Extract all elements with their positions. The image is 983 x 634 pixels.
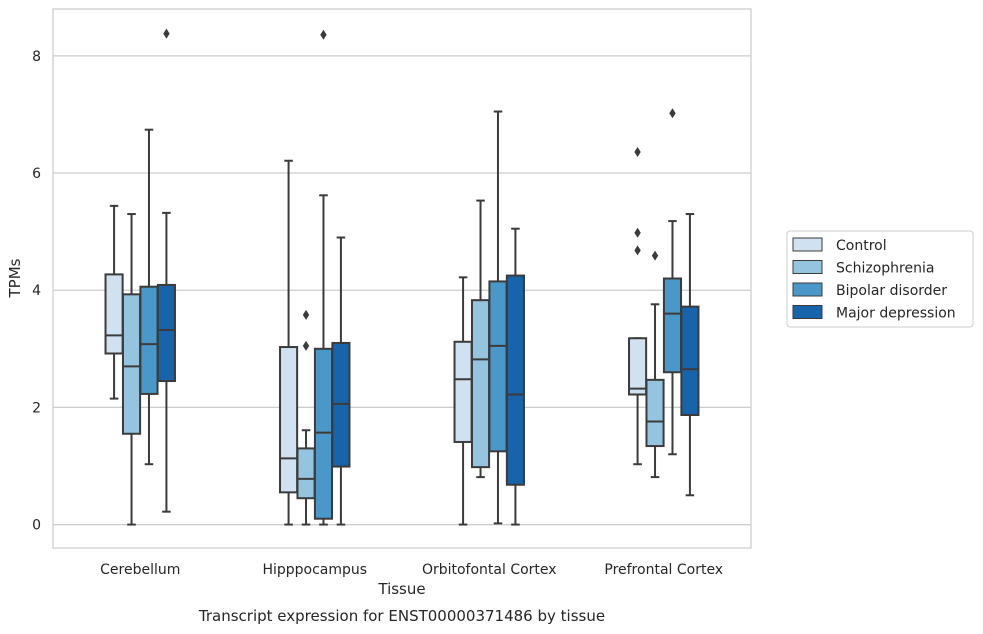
x-tick-label: Orbitofontal Cortex (422, 562, 557, 578)
outlier-marker (651, 250, 659, 261)
legend-swatch (792, 260, 823, 274)
box-body (628, 337, 648, 396)
box-2-1 (470, 199, 491, 479)
x-tick-label: Cerebellum (100, 562, 180, 578)
y-tick-label: 8 (32, 49, 41, 65)
chart-caption: Transcript expression for ENST0000037148… (198, 607, 605, 625)
box-2-0 (453, 276, 473, 526)
outlier-marker (302, 340, 310, 351)
box-body (645, 378, 665, 448)
box-body (104, 273, 124, 355)
box-body (279, 346, 299, 494)
box-3-2 (662, 108, 683, 456)
x-tick-label: Prefrontal Cortex (604, 562, 723, 578)
legend-label: Schizophrenia (836, 261, 934, 277)
outlier-marker (669, 108, 676, 119)
outlier-marker (302, 309, 310, 320)
box-body (470, 299, 491, 469)
box-body (313, 347, 334, 520)
legend: Control Schizophrenia Bipolar disorder Majo… (786, 230, 974, 328)
box-0-1 (121, 213, 142, 526)
box-3-1 (645, 250, 665, 479)
legend-swatch (792, 282, 823, 297)
boxes-layer (104, 28, 700, 526)
box-0-2 (139, 128, 159, 466)
x-tick-labels: Cerebellum Hipppocampus Orbitofontal Corte… (100, 562, 723, 578)
box-body (680, 305, 700, 417)
y-tick-label: 0 (32, 518, 41, 534)
box-0-3 (156, 28, 176, 513)
box-body (121, 293, 142, 435)
y-axis-title: TPMs (6, 258, 24, 298)
outlier-marker (163, 28, 170, 39)
box-body (453, 340, 473, 443)
legend-label: Control (836, 238, 887, 254)
box-3-3 (680, 213, 700, 497)
box-1-0 (279, 159, 299, 526)
legend-swatch (792, 305, 823, 319)
plot-frame (52, 8, 752, 549)
x-tick-label: Hipppocampus (262, 562, 367, 578)
outlier-marker (634, 146, 641, 157)
outlier-marker (320, 29, 327, 40)
legend-entries: Control Schizophrenia Bipolar disorder Majo… (792, 237, 956, 322)
legend-label: Major depression (836, 306, 956, 322)
box-1-3 (331, 236, 351, 526)
legend-label: Bipolar disorder (836, 283, 947, 299)
box-body (296, 447, 316, 500)
box-3-0 (628, 146, 648, 466)
legend-swatch (792, 237, 823, 252)
y-tick-labels: 0 2 4 6 8 (32, 49, 41, 534)
y-tick-label: 4 (32, 283, 41, 299)
box-1-1 (296, 309, 316, 526)
outlier-marker (634, 227, 641, 238)
box-body (488, 280, 508, 453)
plot-area (53, 9, 751, 548)
y-tick-label: 6 (32, 166, 41, 182)
legend-frame (786, 230, 974, 328)
box-body (662, 277, 683, 374)
x-axis-title: Tissue (377, 580, 425, 598)
outlier-marker (634, 245, 641, 256)
box-body (139, 285, 159, 395)
box-body (156, 283, 176, 383)
y-tick-label: 2 (32, 400, 41, 416)
box-body (505, 274, 525, 486)
box-2-3 (505, 227, 525, 526)
